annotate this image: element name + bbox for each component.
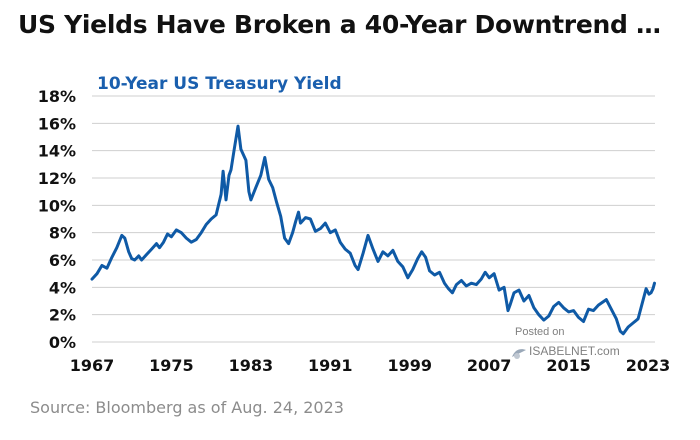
y-tick-label: 10% <box>38 196 76 215</box>
y-tick-label: 16% <box>38 114 76 133</box>
y-axis-labels: 0% 2% 4% 6% 8% 10% 12% 14% 16% 18% <box>38 87 76 352</box>
x-tick-label: 2023 <box>626 356 671 375</box>
x-tick-label: 1991 <box>308 356 353 375</box>
y-tick-label: 12% <box>38 169 76 188</box>
watermark-posted-on: Posted on <box>515 326 565 338</box>
page-title: US Yields Have Broken a 40-Year Downtren… <box>18 10 661 39</box>
y-tick-label: 2% <box>49 306 76 325</box>
x-tick-label: 1983 <box>229 356 274 375</box>
y-tick-label: 4% <box>49 278 76 297</box>
watermark-logo-icon <box>512 349 526 359</box>
chart-title: 10-Year US Treasury Yield <box>97 74 342 94</box>
x-tick-label: 2015 <box>546 356 591 375</box>
y-tick-label: 14% <box>38 142 76 161</box>
source-note: Source: Bloomberg as of Aug. 24, 2023 <box>30 398 344 417</box>
y-tick-label: 8% <box>49 224 76 243</box>
y-tick-label: 6% <box>49 251 76 270</box>
series-line <box>90 124 656 336</box>
grid <box>92 95 655 343</box>
x-axis-labels: 1967 1975 1983 1991 1999 2007 2015 2023 <box>70 356 671 375</box>
y-tick-label: 18% <box>38 87 76 106</box>
x-tick-label: 1975 <box>149 356 194 375</box>
line-chart: 10-Year US Treasury Yield 0% 2% 4% 6% 8% 10% 1… <box>38 74 671 375</box>
x-tick-label: 1999 <box>387 356 432 375</box>
watermark-site: ISABELNET.com <box>529 344 620 358</box>
x-tick-label: 1967 <box>70 356 115 375</box>
y-tick-label: 0% <box>49 333 76 352</box>
x-tick-label: 2007 <box>467 356 512 375</box>
